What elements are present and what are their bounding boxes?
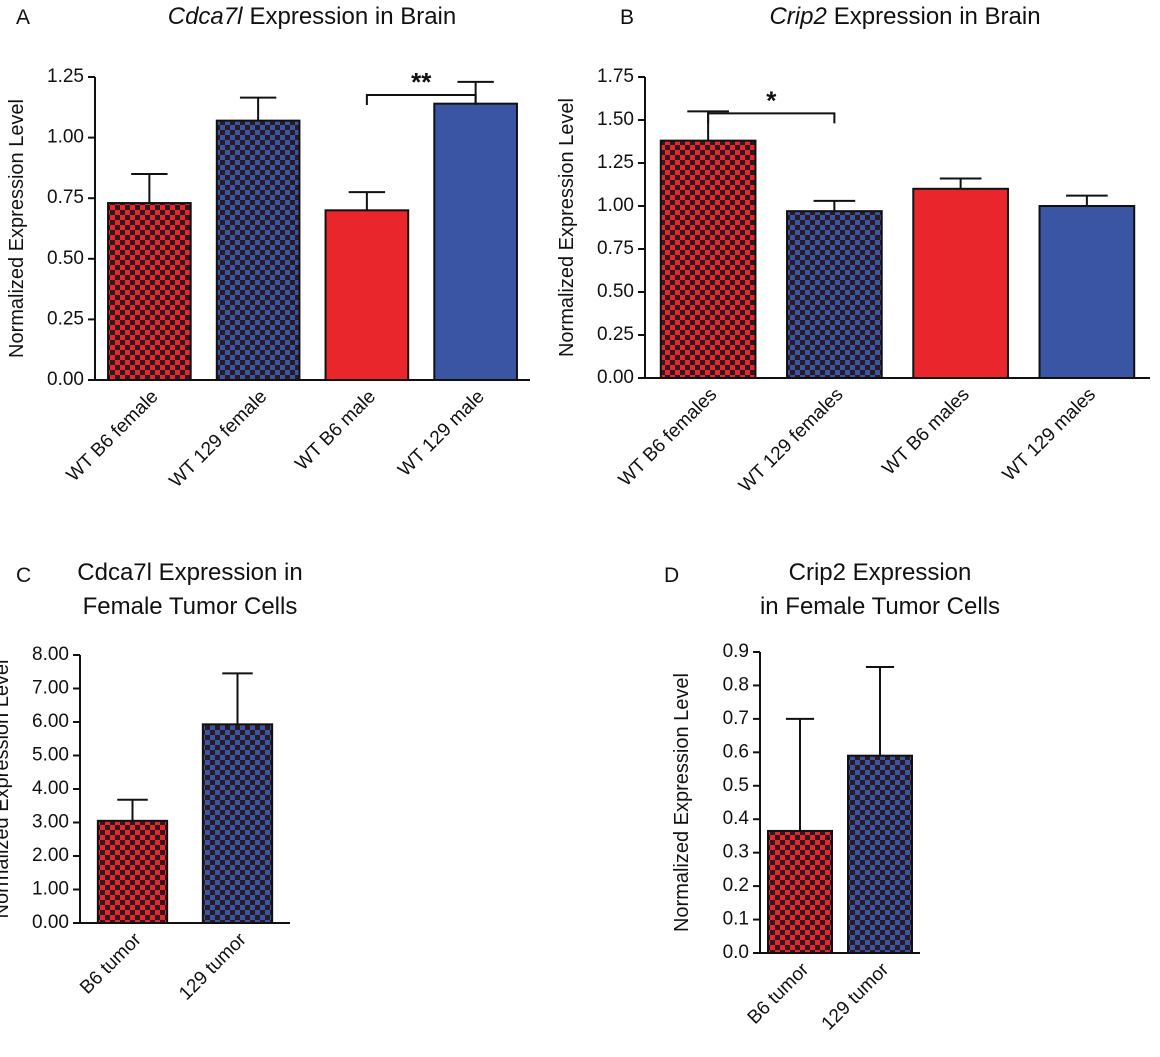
y-tick-label: 1.25	[47, 66, 84, 87]
bar	[786, 210, 883, 379]
y-tick-label: 0.6	[723, 741, 749, 762]
y-tick-label: 0.5	[723, 775, 749, 796]
significance-bracket	[365, 94, 477, 105]
chart-title: Cdca7l Expression in Brain	[168, 3, 456, 30]
y-tick-label: 1.00	[597, 195, 634, 216]
y-tick-label: 0.0	[723, 942, 749, 963]
y-tick-label: 0.2	[723, 875, 749, 896]
x-tick-label: WT B6 female	[63, 386, 163, 486]
x-tick-label: B6 tumor	[744, 959, 814, 1029]
x-tick-label: WT B6 male	[291, 386, 380, 475]
y-tick-label: 0.25	[597, 324, 634, 345]
y-tick-label: 1.50	[597, 109, 634, 130]
chart-title: Female Tumor Cells	[83, 593, 298, 620]
y-tick-label: 4.00	[32, 778, 69, 799]
bar	[433, 102, 518, 381]
y-tick-label: 7.00	[32, 678, 69, 699]
y-tick-label: 0.75	[597, 238, 634, 259]
y-tick-label: 1.00	[32, 879, 69, 900]
y-tick-label: 0.7	[723, 708, 749, 729]
title-rest: Expression in Brain	[249, 3, 456, 30]
bar	[1038, 205, 1136, 379]
y-tick-label: 0.9	[723, 641, 749, 662]
bar	[201, 723, 274, 924]
panel: C Cdca7l Expression in Female Tumor Cells N…	[0, 559, 303, 1005]
x-tick-label: WT B6 females	[615, 384, 721, 490]
bar	[659, 139, 757, 379]
bar	[96, 819, 169, 925]
panel: D Crip2 Expression in Female Tumor Cells No…	[664, 559, 1000, 1035]
title-rest: Expression in Brain	[834, 3, 1041, 30]
significance-label: *	[766, 85, 777, 115]
y-tick-label: 0.50	[47, 248, 84, 269]
y-tick-label: 0.3	[723, 842, 749, 863]
y-tick-label: 1.00	[47, 127, 84, 148]
panel-label: A	[16, 6, 30, 29]
y-tick-label: 1.25	[597, 152, 634, 173]
x-tick-label: WT 129 female	[166, 386, 272, 492]
bar	[767, 829, 833, 955]
y-tick-label: 0.00	[32, 912, 69, 933]
y-axis-label: Normalized Expression Level	[556, 98, 578, 357]
panel-label: D	[664, 564, 679, 587]
chart-title: in Female Tumor Cells	[760, 593, 1000, 620]
y-tick-label: 0.4	[723, 808, 750, 829]
significance-bracket	[707, 112, 836, 124]
y-axis-label: Normalized Expression Level	[6, 99, 28, 358]
y-axis-label: Normalized Expression Level	[671, 673, 693, 932]
title-gene: Crip2	[769, 3, 826, 30]
bar	[847, 754, 913, 955]
panel: A Cdca7l Expression in Brain Normalized Exp…	[6, 3, 530, 492]
panel: B Crip2 Expression in Brain Normalized Expr…	[556, 3, 1150, 497]
title-gene: Cdca7l	[168, 3, 243, 30]
bar	[107, 202, 192, 381]
y-tick-label: 8.00	[32, 644, 69, 665]
significance-label: **	[411, 67, 432, 97]
y-tick-label: 0.75	[47, 187, 84, 208]
x-tick-label: WT 129 males	[999, 384, 1100, 485]
bar	[912, 187, 1009, 379]
bar	[324, 209, 410, 381]
panel-label: B	[620, 6, 634, 29]
x-tick-label: 129 tumor	[175, 929, 251, 1005]
y-tick-label: 0.8	[723, 674, 749, 695]
y-axis-label: Normalized Expression Level	[0, 659, 13, 918]
y-tick-label: 2.00	[32, 845, 69, 866]
chart-title: Crip2 Expression	[789, 559, 972, 586]
x-tick-label: 129 tumor	[818, 959, 894, 1035]
x-tick-label: WT B6 males	[878, 384, 973, 479]
chart-title: Crip2 Expression in Brain	[769, 3, 1040, 30]
chart-title: Cdca7l Expression in	[77, 559, 302, 586]
bar	[215, 119, 301, 382]
x-tick-label: B6 tumor	[76, 929, 146, 999]
y-tick-label: 1.75	[597, 66, 634, 87]
y-tick-label: 0.00	[597, 367, 634, 388]
y-tick-label: 3.00	[32, 812, 69, 833]
y-tick-label: 0.25	[47, 308, 84, 329]
y-tick-label: 0.00	[47, 369, 84, 390]
y-tick-label: 0.50	[597, 281, 634, 302]
x-tick-label: WT 129 male	[394, 386, 488, 480]
y-tick-label: 5.00	[32, 745, 69, 766]
y-tick-label: 6.00	[32, 711, 69, 732]
panel-label: C	[16, 564, 31, 587]
x-tick-label: WT 129 females	[735, 384, 847, 496]
y-tick-label: 0.1	[723, 909, 749, 930]
